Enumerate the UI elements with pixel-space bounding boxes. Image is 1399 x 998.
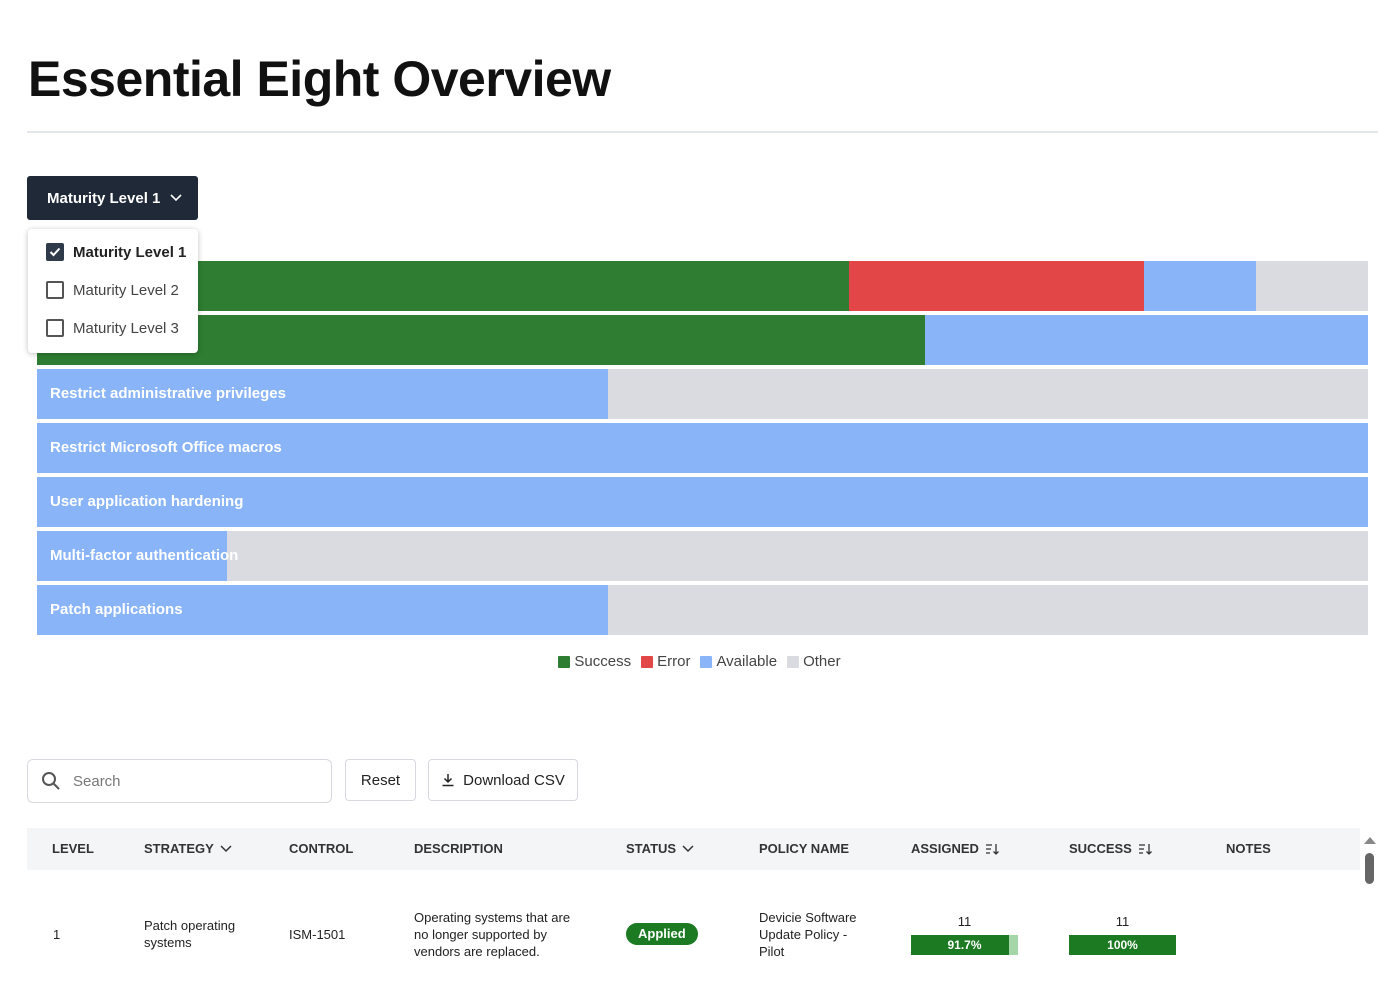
- assigned-metric: 11 91.7%: [911, 913, 1018, 955]
- download-csv-label: Download CSV: [463, 771, 565, 789]
- cell-level: 1: [53, 927, 61, 942]
- legend-label: Success: [574, 653, 632, 670]
- download-csv-button[interactable]: Download CSV: [428, 759, 578, 801]
- bar-label: Multi-factor authentication: [50, 547, 239, 564]
- menu-option-level-2[interactable]: Maturity Level 2: [28, 271, 198, 309]
- search-box[interactable]: [27, 759, 332, 803]
- success-count: 11: [1115, 914, 1130, 929]
- chevron-down-icon: [220, 845, 232, 853]
- column-control: CONTROL: [289, 841, 354, 856]
- column-notes: NOTES: [1226, 841, 1271, 856]
- bar-segment-other[interactable]: [1256, 261, 1368, 311]
- chevron-down-icon: [170, 194, 182, 202]
- column-description: DESCRIPTION: [414, 841, 503, 856]
- menu-option-label: Maturity Level 1: [73, 243, 187, 261]
- bar-label: Patch applications: [50, 601, 183, 618]
- strategy-stacked-bar-chart: ems Restrict administrative privileges Res…: [37, 261, 1368, 639]
- legend-swatch: [700, 655, 713, 668]
- checkbox-unchecked[interactable]: [46, 319, 64, 337]
- bar-segment-available[interactable]: [1144, 261, 1257, 311]
- success-progress-fill: [1069, 935, 1176, 955]
- menu-option-label: Maturity Level 3: [73, 319, 179, 337]
- bar-segment-available[interactable]: [924, 315, 1368, 365]
- menu-option-label: Maturity Level 2: [73, 281, 179, 299]
- checkbox-checked[interactable]: [46, 243, 64, 261]
- success-percent: 100%: [1107, 938, 1138, 952]
- legend-swatch: [558, 655, 571, 668]
- download-icon: [442, 774, 454, 787]
- sort-icon: [1138, 844, 1152, 855]
- bar-segment-available[interactable]: [37, 531, 228, 581]
- bar-segment-available[interactable]: [37, 585, 608, 635]
- legend-item[interactable]: Error: [641, 653, 690, 670]
- search-input[interactable]: [71, 771, 315, 791]
- legend-label: Error: [657, 653, 691, 670]
- chevron-down-icon: [682, 845, 694, 853]
- title-divider: [27, 131, 1378, 133]
- assigned-progress-fill: [911, 935, 1010, 955]
- bar-segment-other[interactable]: [607, 369, 1368, 419]
- bar-label: Restrict Microsoft Office macros: [50, 439, 282, 456]
- legend-swatch: [787, 655, 800, 668]
- bar-segment-available[interactable]: [37, 369, 608, 419]
- bar-segment-available[interactable]: [37, 477, 1368, 527]
- sort-icon: [985, 844, 999, 855]
- menu-option-level-1[interactable]: Maturity Level 1: [28, 233, 198, 271]
- assigned-count: 11: [957, 914, 972, 929]
- bar-row[interactable]: Restrict Microsoft Office macros: [37, 423, 1368, 473]
- check-icon: [49, 247, 61, 257]
- column-policy-name: POLICY NAME: [759, 841, 850, 856]
- success-progress-bar: 100%: [1069, 935, 1176, 955]
- bar-row[interactable]: Restrict administrative privileges: [37, 369, 1368, 419]
- cell-description: Operating systems that are no longer sup…: [414, 910, 571, 959]
- cell-control: ISM-1501: [289, 927, 346, 942]
- dropdown-label: Maturity Level 1: [47, 189, 161, 207]
- maturity-level-menu: Maturity Level 1 Maturity Level 2 Maturi…: [28, 229, 198, 353]
- assigned-progress-bar: 91.7%: [911, 935, 1018, 955]
- legend-item[interactable]: Other: [787, 653, 841, 670]
- column-success[interactable]: SUCCESS: [1069, 828, 1152, 870]
- legend-item[interactable]: Available: [700, 653, 777, 670]
- bar-row[interactable]: [37, 315, 1368, 365]
- search-icon: [42, 772, 60, 790]
- bar-segment-error[interactable]: [848, 261, 1145, 311]
- legend-swatch: [641, 655, 654, 668]
- legend-label: Other: [803, 653, 841, 670]
- bar-segment-available[interactable]: [37, 423, 1368, 473]
- cell-strategy: Patch operating systems: [144, 918, 236, 950]
- checkbox-unchecked[interactable]: [46, 281, 64, 299]
- bar-row[interactable]: Multi-factor authentication: [37, 531, 1368, 581]
- status-badge: Applied: [626, 923, 698, 945]
- maturity-level-dropdown[interactable]: Maturity Level 1: [27, 176, 198, 220]
- bar-row[interactable]: User application hardening: [37, 477, 1368, 527]
- cell-policy-name: Devicie Software Update Policy - Pilot: [759, 910, 857, 959]
- page-title: Essential Eight Overview: [28, 51, 611, 107]
- menu-option-level-3[interactable]: Maturity Level 3: [28, 309, 198, 347]
- chart-legend: Success Error Available Other: [0, 653, 1399, 670]
- bar-row[interactable]: Patch applications: [37, 585, 1368, 635]
- column-status[interactable]: STATUS: [626, 828, 694, 870]
- bar-segment-other[interactable]: [607, 585, 1368, 635]
- table-scrollbar[interactable]: [1362, 833, 1378, 998]
- scroll-up-arrow-icon[interactable]: [1364, 837, 1376, 844]
- column-strategy[interactable]: STRATEGY: [144, 828, 232, 870]
- bar-row[interactable]: ems: [37, 261, 1368, 311]
- bar-segment-other[interactable]: [227, 531, 1368, 581]
- reset-button[interactable]: Reset: [345, 759, 416, 801]
- legend-label: Available: [716, 653, 778, 670]
- scrollbar-thumb[interactable]: [1365, 853, 1374, 884]
- success-metric: 11 100%: [1069, 913, 1176, 955]
- table-header: LEVEL STRATEGY CONTROL DESCRIPTION STATU…: [27, 828, 1360, 870]
- assigned-percent: 91.7%: [947, 938, 982, 952]
- column-level: LEVEL: [52, 841, 94, 856]
- bar-label: User application hardening: [50, 493, 244, 510]
- bar-label: Restrict administrative privileges: [50, 385, 286, 402]
- legend-item[interactable]: Success: [558, 653, 631, 670]
- column-assigned[interactable]: ASSIGNED: [911, 828, 999, 870]
